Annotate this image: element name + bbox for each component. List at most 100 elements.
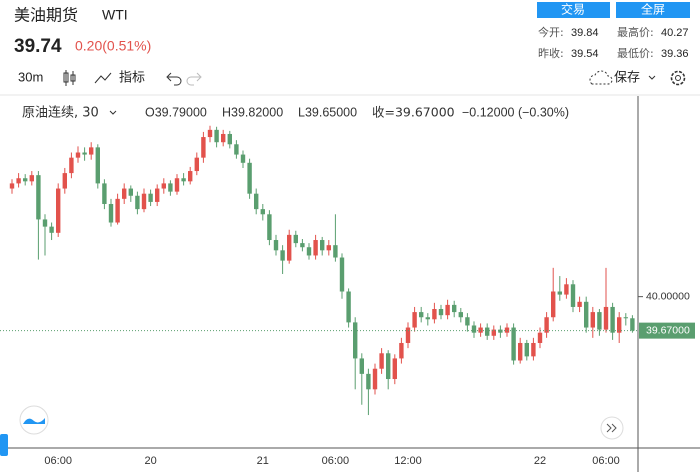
- undo-icon[interactable]: [166, 72, 182, 86]
- x-tick-label: 21: [257, 455, 269, 467]
- candle-body: [610, 306, 615, 333]
- candle-body: [89, 147, 94, 155]
- change: 0.20(0.51%): [75, 38, 151, 54]
- stat-label: 昨收:: [538, 46, 564, 60]
- candle-body: [577, 301, 582, 307]
- candle-body: [399, 342, 404, 359]
- stat-value: 39.54: [571, 48, 599, 60]
- candle-body: [221, 133, 226, 143]
- candle-body: [122, 188, 127, 199]
- candle-body: [320, 240, 325, 251]
- candle-body: [95, 147, 100, 184]
- candle-body: [603, 306, 609, 330]
- candle-body: [478, 327, 483, 333]
- x-tick-label: 22: [534, 455, 546, 467]
- cloud-icon: [589, 70, 613, 85]
- button-bg: [616, 2, 690, 18]
- stat-label: 最高价:: [617, 25, 654, 39]
- price-label-bg: [639, 322, 695, 339]
- candle-body: [346, 291, 351, 323]
- candle-body: [313, 240, 318, 256]
- candle-body: [128, 188, 133, 196]
- candle-body: [36, 175, 41, 220]
- redo-icon[interactable]: [186, 72, 202, 86]
- candle-body: [267, 214, 272, 241]
- plot: 06:00 20 21 06:00 12:00 22 06:00 40.00000 39.670…: [0, 125, 695, 467]
- x-tick-label: 06:00: [322, 455, 350, 467]
- candle-body: [419, 312, 424, 318]
- settings-icon[interactable]: [670, 70, 686, 86]
- chevron[interactable]: [109, 110, 117, 115]
- candle-body: [240, 154, 246, 163]
- legend-close: 收=39.67000: [372, 105, 455, 120]
- candle-body: [254, 193, 259, 210]
- side-tab[interactable]: [0, 434, 8, 456]
- candle-body: [227, 133, 232, 145]
- candle-body: [102, 183, 107, 204]
- chart-type-icon[interactable]: [63, 70, 76, 86]
- candle-body: [148, 193, 153, 202]
- trade-button[interactable]: 交易: [537, 2, 610, 19]
- candle-body: [339, 257, 345, 292]
- indicator-icon: [94, 72, 112, 84]
- button-bg: [537, 2, 610, 18]
- candle-body: [511, 327, 516, 361]
- candle-body: [280, 250, 285, 261]
- candle-body: [181, 178, 186, 182]
- candle-body: [584, 301, 589, 328]
- indicators-button[interactable]: 指标: [119, 71, 145, 86]
- candle-body: [207, 129, 213, 138]
- candle-body: [366, 373, 371, 390]
- candle-body: [75, 152, 81, 158]
- candle-body: [432, 309, 437, 320]
- candle-body: [174, 178, 180, 192]
- legend-change: −0.12000 (−0.30%): [462, 105, 569, 119]
- candle-body: [16, 178, 21, 184]
- candle-body: [412, 312, 417, 328]
- candle-body: [115, 198, 120, 223]
- candle-body: [491, 329, 496, 336]
- symbol: WTI: [102, 7, 128, 23]
- legend-open: O39.79000: [145, 105, 207, 119]
- candle-body: [590, 312, 595, 328]
- x-tick-label: 12:00: [394, 455, 422, 467]
- candle-body: [425, 317, 430, 320]
- fullscreen-button[interactable]: 全屏: [616, 2, 690, 19]
- candle-body: [504, 327, 510, 333]
- candle-body: [386, 353, 391, 380]
- chevron[interactable]: [648, 75, 656, 80]
- stat-value: 40.27: [661, 27, 689, 39]
- candle-body: [379, 353, 384, 369]
- candle-body: [524, 342, 529, 357]
- candle-body: [42, 219, 48, 227]
- candle-body: [531, 342, 536, 357]
- candle-body: [82, 152, 87, 155]
- candle-body: [273, 240, 279, 251]
- candle-body: [306, 247, 312, 256]
- candle-body: [69, 157, 74, 174]
- save-button[interactable]: 保存: [614, 71, 640, 86]
- scroll-button[interactable]: [600, 416, 624, 440]
- button-label: 交易: [561, 2, 585, 17]
- candle-body: [135, 195, 140, 210]
- interval-button[interactable]: 30m: [18, 69, 43, 84]
- candle-body: [247, 162, 252, 194]
- candle-body: [405, 327, 411, 343]
- candle-body: [214, 129, 219, 143]
- candle-body: [62, 173, 67, 189]
- stat-label: 今开:: [538, 25, 564, 39]
- candle-body: [201, 137, 206, 158]
- x-tick-label: 20: [144, 455, 156, 467]
- candle-body: [465, 317, 470, 326]
- candle-body: [471, 325, 477, 333]
- legend-high: H39.82000: [222, 105, 283, 119]
- candle-body: [23, 178, 28, 182]
- candle-body: [458, 312, 463, 318]
- candle-body: [353, 322, 358, 359]
- logo[interactable]: [19, 405, 49, 435]
- candle-body: [359, 358, 364, 374]
- candle-body: [108, 203, 114, 223]
- candle-body: [564, 284, 569, 295]
- candle-body: [155, 188, 160, 202]
- button-label: 全屏: [641, 2, 665, 17]
